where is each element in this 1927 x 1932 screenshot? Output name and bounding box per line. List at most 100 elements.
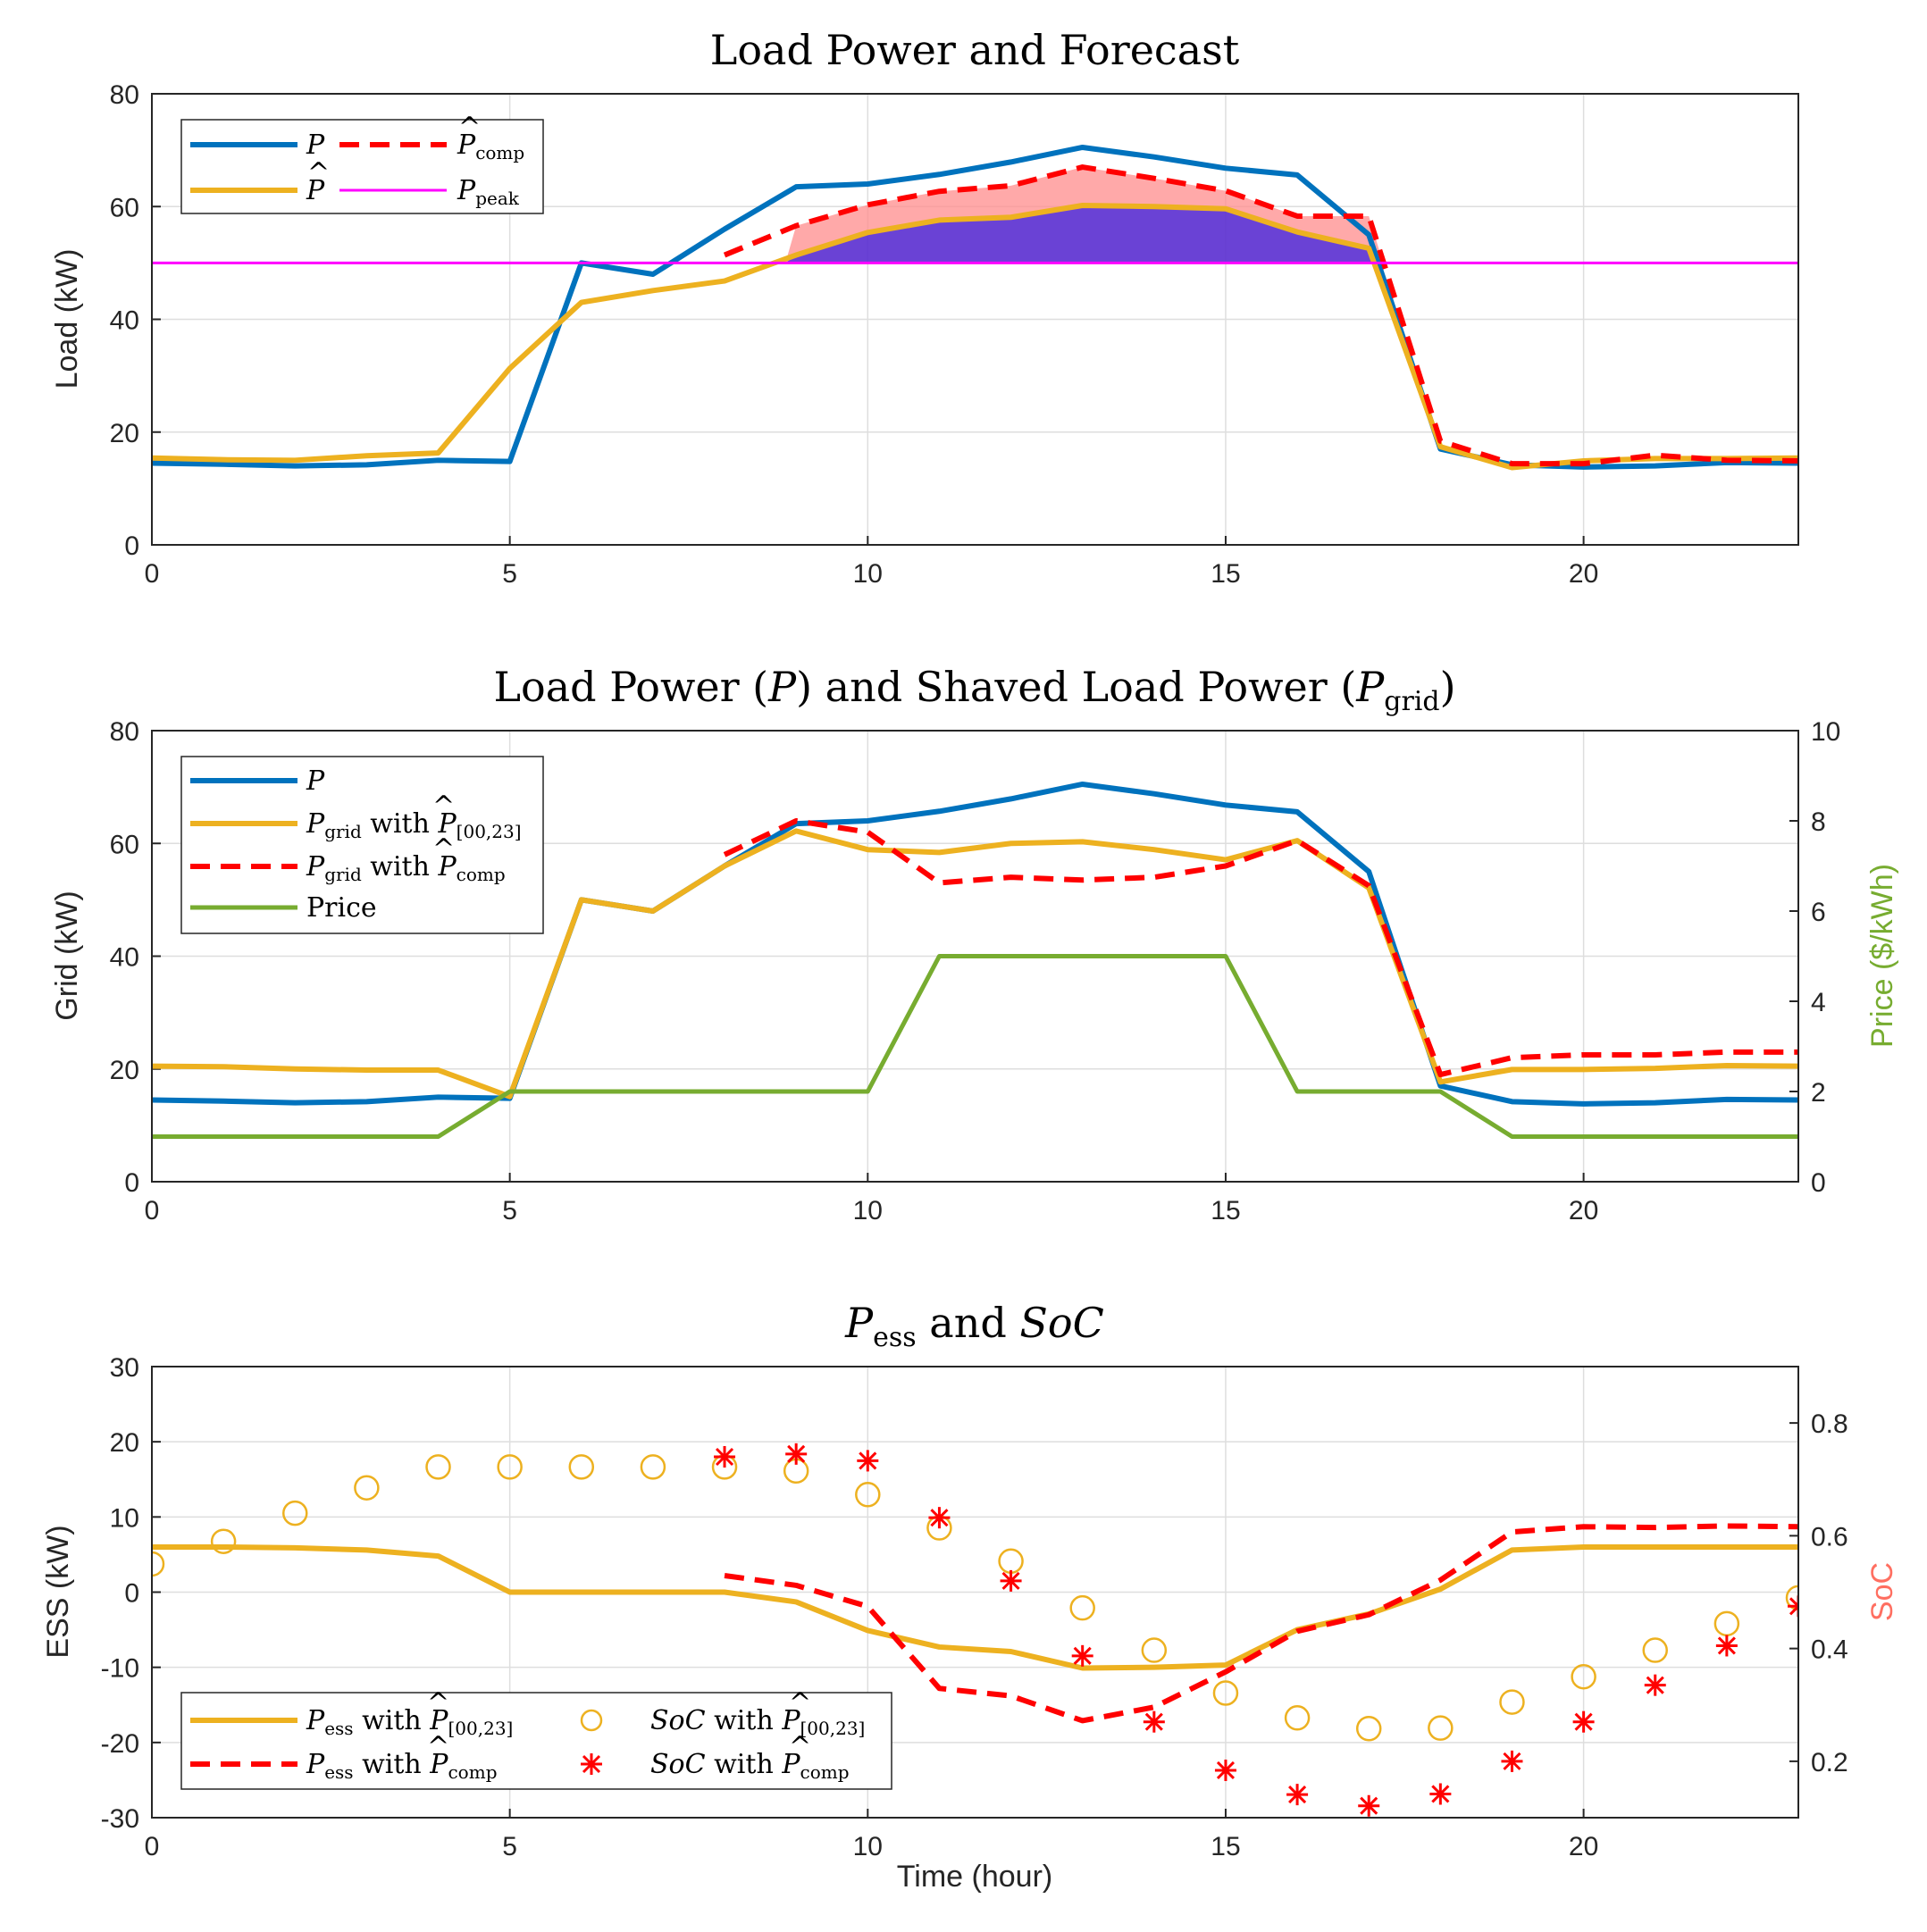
y-tick-label: 60 [110, 193, 139, 222]
legend-entry-SoC-forecast: SoC with P[00,23] ^ [580, 1687, 865, 1739]
y-tick-label: 20 [110, 419, 139, 448]
x-tick-label: 5 [502, 559, 517, 589]
y-tick-label: 30 [110, 1353, 139, 1383]
legend-box [180, 1692, 892, 1790]
svg-text:Pgrid with P[00,23]: Pgrid with P[00,23] [306, 808, 522, 842]
axes-box [151, 93, 1799, 546]
legend-box [180, 756, 544, 934]
marker-soc-comp [1788, 1595, 1798, 1618]
svg-text:Pess with P[00,23]: Pess with P[00,23] [306, 1705, 513, 1739]
marker-soc-forecast [1642, 1637, 1668, 1663]
legend-entry-P: P [190, 765, 325, 797]
x-tick-label: 15 [1211, 1196, 1240, 1225]
svg-text:^: ^ [427, 1687, 449, 1719]
legend: P Pcomp ^ P ^ Ppeak [180, 112, 544, 214]
x-tick-label: 20 [1569, 559, 1598, 589]
legend-entry-P-hat: P ^ [190, 157, 330, 206]
marker-soc-comp [785, 1443, 808, 1465]
marker-soc-forecast [497, 1454, 523, 1480]
y2-tick-label: 4 [1811, 988, 1826, 1017]
marker-soc-forecast [152, 1551, 165, 1577]
marker-soc-forecast [354, 1475, 380, 1501]
y2-tick-label: 2 [1811, 1078, 1826, 1108]
y-tick-label: 10 [110, 1503, 139, 1533]
svg-text:^: ^ [789, 1687, 811, 1719]
y-tick-label: 0 [124, 1579, 139, 1609]
y-tick-label: 20 [110, 1056, 139, 1085]
y-tick-label: -10 [101, 1654, 139, 1684]
y2-tick-labels: 0 2 4 6 8 10 [1811, 717, 1840, 1198]
svg-text:^: ^ [789, 1731, 811, 1762]
x-tick-label: 5 [502, 1196, 517, 1225]
x-tick-label: 20 [1569, 1832, 1598, 1861]
svg-text:Pcomp: Pcomp [457, 130, 524, 163]
marker-soc-forecast [1355, 1716, 1382, 1742]
x-tick-label: 20 [1569, 1196, 1598, 1225]
legend: P Pgrid with P[00,23] ^ Pgrid with Pcomp… [180, 756, 544, 934]
series-line-price [152, 954, 1798, 1139]
series-line-pess-with-p-comp [724, 1523, 1798, 1724]
svg-text:Ppeak: Ppeak [457, 175, 520, 209]
x-axis-label: Time (hour) [897, 1860, 1052, 1894]
svg-text:SoC with Pcomp: SoC with Pcomp [650, 1749, 850, 1783]
x-tick-label: 15 [1211, 559, 1240, 589]
marker-soc-comp [1286, 1784, 1309, 1806]
compensation-fill-area [785, 167, 1384, 263]
y-tick-labels: 0 20 40 60 80 [110, 80, 139, 561]
axes-box [151, 1366, 1799, 1819]
chart-title: Load Power and Forecast [710, 26, 1240, 74]
marker-soc-comp [1358, 1794, 1380, 1817]
svg-text:Pgrid with Pcomp: Pgrid with Pcomp [306, 851, 506, 885]
marker-soc-comp [1000, 1569, 1022, 1592]
y2-tick-label: 0.2 [1811, 1748, 1848, 1777]
y2-tick-label: 6 [1811, 898, 1826, 927]
y-tick-label: 60 [110, 830, 139, 859]
marker-soc-comp [1071, 1644, 1093, 1667]
svg-text:^: ^ [432, 833, 455, 865]
marker-soc-forecast [1212, 1680, 1239, 1706]
svg-text:Price: Price [306, 892, 377, 924]
marker-soc-forecast [425, 1454, 451, 1480]
marker-soc-forecast [1284, 1705, 1311, 1731]
legend-entry-SoC-comp: SoC with Pcomp ^ [581, 1731, 850, 1783]
x-tick-labels: 0 5 10 15 20 [145, 559, 1599, 589]
legend-entry-P: P [190, 130, 325, 161]
y2-tick-label: 0.6 [1811, 1522, 1848, 1551]
x-tick-label: 0 [145, 1196, 160, 1225]
marker-soc-forecast [1785, 1585, 1798, 1611]
y-tick-label: -20 [101, 1729, 139, 1759]
x-tick-label: 10 [853, 1196, 883, 1225]
y-tick-label: 80 [110, 717, 139, 747]
svg-text:P: P [306, 130, 325, 161]
marker-soc-comp [714, 1446, 736, 1468]
series-line-pgrid-with-p-comp [723, 818, 1798, 1078]
marker-soc-comp [1715, 1635, 1738, 1657]
y-tick-label: 40 [110, 943, 139, 973]
marker-soc-forecast [1141, 1637, 1168, 1663]
series-line-p [152, 202, 1798, 471]
legend-entry-Pgrid-comp: Pgrid with Pcomp ^ [190, 833, 506, 885]
svg-text:^: ^ [458, 112, 481, 143]
x-tick-label: 15 [1211, 1832, 1240, 1861]
chart-title: Load Power (P) and Shaved Load Power (Pg… [493, 663, 1455, 717]
marker-soc-forecast [1428, 1715, 1454, 1741]
chart-title: Pess and SoC [844, 1299, 1104, 1353]
marker-soc-comp [1143, 1710, 1165, 1733]
y2-tick-label: 0.8 [1811, 1409, 1848, 1439]
panel-grid-shaved: 0 5 10 15 20 0 20 40 60 80 0 2 4 6 8 10 Load Power (P… [50, 663, 1899, 1225]
x-tick-label: 10 [853, 559, 883, 589]
series-lines [152, 144, 1798, 471]
marker-soc-comp [1429, 1783, 1452, 1805]
peak-excess-fill-area [785, 205, 1384, 263]
y2-tick-label: 10 [1811, 717, 1840, 747]
svg-text:^: ^ [307, 157, 330, 188]
svg-text:^: ^ [427, 1731, 449, 1762]
marker-soc-forecast [855, 1482, 881, 1508]
y-tick-label: -30 [101, 1804, 139, 1834]
legend-entry-Pess-forecast: Pess with P[00,23] ^ [190, 1687, 513, 1739]
y2-tick-label: 0 [1811, 1168, 1826, 1198]
x-tick-labels: 0 5 10 15 20 [145, 1832, 1599, 1861]
svg-text:P: P [306, 175, 325, 206]
x-tick-label: 10 [853, 1832, 883, 1861]
